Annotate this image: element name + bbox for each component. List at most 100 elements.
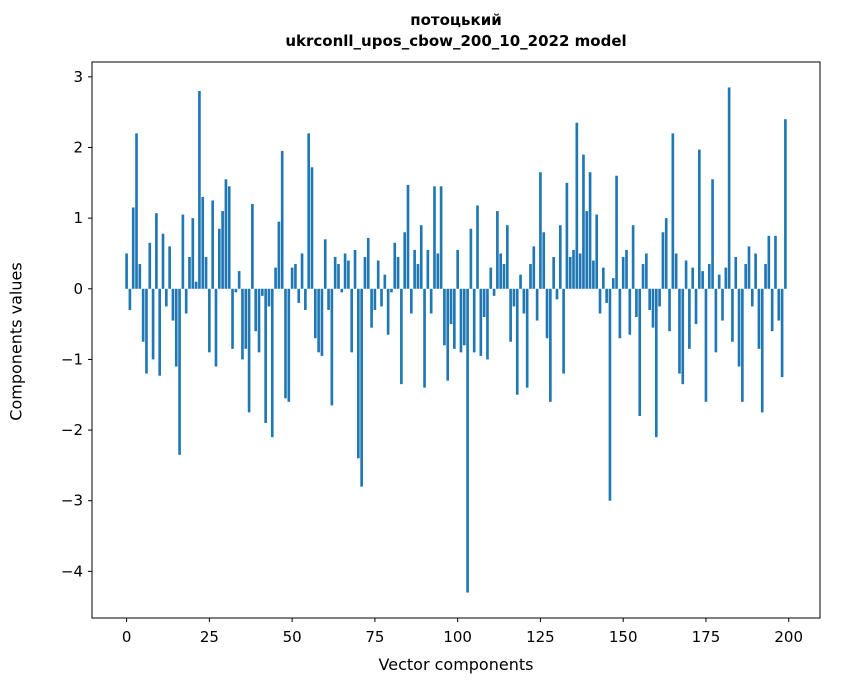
- x-tick-label: 0: [122, 628, 132, 646]
- bar: [400, 288, 403, 385]
- bar: [396, 256, 400, 289]
- bar: [592, 260, 595, 289]
- x-tick-label: 25: [200, 628, 219, 646]
- bar: [360, 288, 363, 487]
- bars-group: [125, 87, 787, 593]
- bar: [148, 242, 152, 289]
- bar: [744, 264, 747, 289]
- bar: [261, 288, 264, 296]
- bar: [323, 239, 327, 289]
- bar: [459, 288, 463, 353]
- bar: [721, 288, 724, 321]
- chart-title: потоцький ukrconll_upos_cbow_200_10_2022…: [92, 10, 820, 52]
- bar: [171, 288, 175, 321]
- bar: [645, 253, 648, 289]
- bar: [535, 288, 539, 321]
- bar: [307, 133, 310, 289]
- bar: [290, 267, 294, 289]
- bar: [181, 214, 185, 289]
- bar: [366, 237, 370, 289]
- bar: [439, 186, 443, 289]
- bar: [678, 288, 681, 374]
- bar: [340, 288, 344, 293]
- bar: [486, 288, 489, 360]
- bar: [489, 267, 493, 289]
- bar: [254, 288, 258, 332]
- bar: [188, 256, 191, 289]
- bar: [426, 249, 430, 289]
- bar: [605, 288, 608, 303]
- x-tick-label: 50: [283, 628, 302, 646]
- bar: [443, 288, 446, 346]
- bar: [161, 233, 165, 289]
- bar: [135, 133, 138, 289]
- bar: [741, 288, 744, 402]
- bar: [131, 207, 135, 289]
- x-tick-label: 100: [443, 628, 472, 646]
- bar: [357, 288, 360, 459]
- bar: [737, 288, 741, 367]
- bar: [446, 288, 450, 381]
- bar: [125, 253, 128, 289]
- bar: [350, 288, 354, 353]
- y-axis-label: Components values: [6, 262, 26, 421]
- bar: [191, 218, 195, 289]
- bar: [231, 288, 234, 349]
- bar: [628, 288, 632, 335]
- bar: [568, 256, 572, 289]
- bar: [429, 288, 433, 314]
- bar: [549, 288, 552, 402]
- bar: [198, 90, 201, 289]
- bar: [320, 288, 324, 356]
- plot-frame: [91, 61, 821, 619]
- bar: [572, 249, 575, 289]
- bar: [681, 288, 685, 385]
- chart-title-line2: ukrconll_upos_cbow_200_10_2022 model: [285, 32, 627, 50]
- bar: [701, 271, 704, 289]
- bar: [734, 256, 738, 289]
- bar: [208, 288, 211, 353]
- bar: [469, 228, 473, 289]
- bar: [717, 274, 721, 289]
- bar: [138, 264, 142, 289]
- bar: [287, 288, 291, 402]
- y-tick-label: 3: [73, 68, 83, 86]
- bar: [436, 253, 440, 289]
- bar: [211, 200, 214, 289]
- bar: [158, 288, 162, 376]
- bar: [363, 256, 367, 289]
- bar: [227, 186, 231, 289]
- bar: [704, 288, 708, 402]
- bar: [201, 196, 205, 289]
- bar: [545, 288, 549, 339]
- bar: [671, 133, 675, 289]
- bar: [532, 246, 536, 289]
- bar: [519, 274, 522, 289]
- bar: [664, 218, 668, 289]
- bar: [155, 213, 158, 289]
- bar: [247, 288, 251, 413]
- y-tick-label: −1: [61, 350, 83, 368]
- bar: [151, 288, 155, 360]
- bar: [406, 184, 410, 289]
- bar: [595, 214, 599, 289]
- bar: [539, 172, 542, 289]
- bar: [492, 288, 496, 296]
- chart-title-line1: потоцький: [410, 11, 502, 29]
- bar: [784, 119, 787, 289]
- bar: [257, 288, 261, 353]
- bar: [608, 288, 612, 501]
- bar: [304, 288, 307, 310]
- bar: [277, 221, 281, 289]
- bar: [297, 288, 301, 303]
- bar: [168, 246, 171, 289]
- bar: [777, 288, 781, 321]
- bar: [542, 232, 546, 289]
- bar: [496, 211, 499, 289]
- bar: [621, 256, 625, 289]
- x-tick-label: 150: [609, 628, 638, 646]
- bar: [764, 264, 767, 289]
- axis-tick-labels: 0 25 50 75 100 125 150 175 200 3 2 1 0 −1 −2 −3 −4: [61, 68, 803, 646]
- bar: [618, 288, 622, 339]
